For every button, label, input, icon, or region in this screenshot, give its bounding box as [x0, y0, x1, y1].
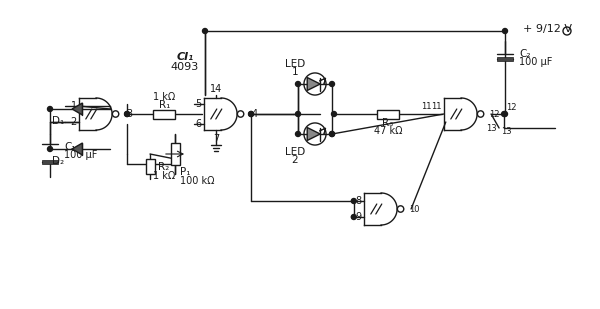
Bar — [377, 109, 399, 118]
Circle shape — [502, 28, 508, 33]
Text: D₁: D₁ — [52, 116, 64, 126]
Text: 100 kΩ: 100 kΩ — [180, 176, 215, 186]
Circle shape — [351, 214, 356, 219]
Text: 2: 2 — [292, 155, 298, 165]
Text: 12: 12 — [489, 109, 500, 118]
Text: + 9/12 V: + 9/12 V — [523, 24, 572, 34]
Circle shape — [248, 112, 254, 116]
Text: 47 kΩ: 47 kΩ — [374, 126, 402, 136]
Text: CI₁: CI₁ — [176, 52, 194, 62]
Text: 2: 2 — [71, 117, 77, 127]
Text: LED: LED — [285, 59, 305, 69]
Text: 11: 11 — [421, 101, 432, 111]
Bar — [154, 109, 175, 118]
Text: R₃: R₃ — [382, 118, 394, 128]
Text: R₁: R₁ — [159, 100, 170, 110]
Text: LED: LED — [285, 147, 305, 157]
Text: 1: 1 — [71, 101, 77, 111]
Text: 5: 5 — [196, 99, 202, 109]
Text: 1 kΩ: 1 kΩ — [153, 171, 175, 180]
Circle shape — [295, 132, 301, 137]
Polygon shape — [72, 103, 82, 115]
Text: 100 μF: 100 μF — [64, 150, 97, 160]
Circle shape — [329, 132, 335, 137]
Polygon shape — [307, 78, 320, 91]
Circle shape — [351, 198, 356, 204]
Text: 100 μF: 100 μF — [519, 57, 553, 67]
Text: 4093: 4093 — [171, 62, 199, 72]
Text: 12: 12 — [506, 103, 517, 112]
Text: 1 kΩ: 1 kΩ — [154, 92, 176, 102]
Circle shape — [248, 112, 254, 116]
Text: 13: 13 — [486, 124, 497, 133]
Bar — [497, 57, 513, 61]
Circle shape — [329, 132, 335, 137]
Text: 3: 3 — [126, 109, 132, 119]
Text: 10: 10 — [409, 205, 419, 214]
Text: 6: 6 — [196, 119, 202, 129]
Circle shape — [125, 112, 130, 116]
Circle shape — [329, 82, 335, 87]
Text: C₁: C₁ — [64, 142, 76, 152]
Circle shape — [47, 107, 53, 112]
Polygon shape — [307, 128, 320, 141]
Circle shape — [238, 111, 244, 117]
Circle shape — [125, 112, 130, 116]
Polygon shape — [444, 98, 477, 130]
Polygon shape — [72, 143, 82, 155]
Circle shape — [502, 112, 508, 116]
Text: 7: 7 — [213, 134, 219, 144]
Circle shape — [203, 28, 208, 33]
Circle shape — [478, 111, 484, 117]
Text: 14: 14 — [210, 84, 222, 94]
Circle shape — [47, 146, 53, 151]
Circle shape — [502, 112, 506, 116]
Circle shape — [397, 206, 404, 212]
Text: R₂: R₂ — [158, 162, 170, 171]
Circle shape — [112, 111, 119, 117]
Polygon shape — [204, 98, 237, 130]
Text: 1: 1 — [292, 67, 298, 77]
Bar — [146, 159, 155, 174]
Text: C₂: C₂ — [519, 49, 530, 59]
Bar — [170, 143, 179, 165]
Circle shape — [295, 112, 301, 116]
Text: 8: 8 — [356, 196, 362, 206]
Text: D₂: D₂ — [52, 156, 64, 166]
Text: 11: 11 — [431, 101, 442, 111]
Text: 13: 13 — [501, 126, 512, 136]
Text: P₁: P₁ — [180, 167, 191, 177]
Circle shape — [295, 82, 301, 87]
Text: 9: 9 — [356, 212, 362, 222]
Text: 4: 4 — [251, 109, 257, 119]
Circle shape — [331, 112, 337, 116]
Bar — [42, 160, 58, 164]
Polygon shape — [364, 193, 397, 225]
Polygon shape — [79, 98, 112, 130]
